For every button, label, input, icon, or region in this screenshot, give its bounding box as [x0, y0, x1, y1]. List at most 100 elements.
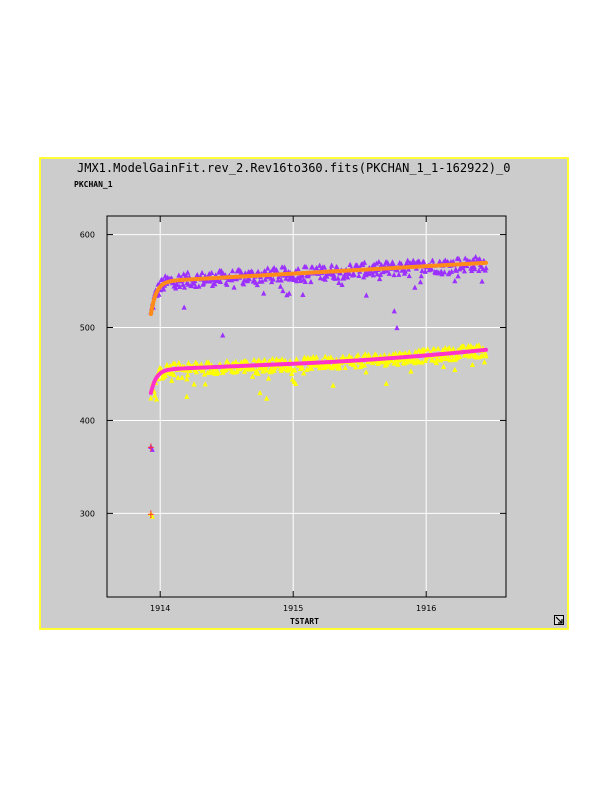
data-point	[425, 346, 431, 352]
data-point	[317, 262, 323, 268]
data-point	[452, 278, 458, 284]
data-point	[361, 259, 368, 265]
data-point	[265, 375, 272, 381]
data-point	[398, 261, 404, 267]
x-axis-label: TSTART	[290, 617, 319, 626]
data-point	[370, 272, 376, 278]
data-point	[251, 356, 257, 363]
data-point	[329, 262, 335, 268]
data-point	[250, 366, 256, 372]
data-point	[408, 368, 414, 374]
data-point	[328, 354, 334, 360]
data-point	[337, 364, 343, 371]
data-point	[301, 370, 307, 376]
data-point	[241, 281, 247, 287]
data-point	[440, 347, 446, 353]
data-point	[470, 344, 476, 350]
data-point	[153, 396, 160, 402]
data-point	[410, 257, 416, 263]
data-point	[172, 360, 178, 366]
data-point	[429, 266, 435, 272]
data-point	[299, 364, 305, 371]
data-point	[262, 276, 268, 282]
data-point	[431, 346, 437, 352]
data-point	[362, 350, 368, 357]
data-point	[201, 371, 208, 377]
data-point	[231, 284, 237, 290]
y-tick-label: 400	[80, 416, 95, 425]
data-point	[233, 358, 239, 364]
data-point	[264, 367, 270, 373]
data-point	[246, 276, 252, 282]
data-point	[193, 369, 200, 375]
data-point	[385, 359, 392, 365]
data-point	[386, 270, 392, 276]
data-point	[171, 372, 177, 378]
data-point	[309, 264, 316, 270]
data-point	[419, 359, 425, 365]
fit-line	[148, 260, 489, 317]
data-point	[304, 366, 310, 372]
data-point	[293, 356, 300, 362]
data-point	[402, 350, 408, 356]
data-point	[434, 356, 440, 362]
data-point	[450, 345, 456, 352]
data-point	[169, 377, 175, 383]
data-point	[308, 278, 314, 285]
data-point	[345, 274, 351, 280]
data-point	[351, 271, 357, 277]
data-point	[402, 268, 408, 274]
data-point	[361, 362, 368, 368]
data-point	[436, 269, 442, 276]
outlier-point	[286, 290, 292, 296]
outlier-point	[184, 393, 190, 399]
y-axis-label: PKCHAN_1	[74, 180, 113, 189]
data-point	[194, 272, 200, 278]
x-tick-label: 1916	[416, 604, 436, 613]
data-point	[173, 285, 179, 291]
data-point	[176, 272, 182, 278]
data-point	[359, 360, 365, 366]
data-point	[455, 273, 461, 279]
data-point	[469, 361, 476, 368]
data-point	[212, 280, 218, 287]
data-point	[280, 287, 286, 294]
data-point	[445, 258, 451, 264]
data-point	[441, 363, 447, 369]
outlier-point	[181, 304, 187, 310]
outlier-point	[394, 324, 400, 331]
data-point	[376, 258, 382, 265]
data-point	[396, 271, 402, 277]
data-point	[377, 271, 384, 277]
data-point	[456, 255, 462, 262]
data-point	[249, 269, 256, 275]
data-point	[313, 354, 320, 360]
outlier-point	[220, 332, 226, 338]
outlier-point	[363, 292, 369, 298]
data-point	[174, 281, 180, 288]
data-point	[483, 353, 489, 359]
data-point	[179, 374, 185, 380]
data-point	[453, 267, 460, 273]
data-point	[422, 268, 428, 274]
data-point	[288, 364, 294, 371]
data-point	[199, 269, 205, 276]
data-point	[300, 291, 306, 298]
data-point	[433, 359, 440, 366]
data-point	[279, 356, 285, 362]
data-point	[405, 257, 411, 263]
data-point	[175, 374, 181, 380]
data-point	[429, 257, 436, 263]
data-point	[331, 272, 337, 278]
data-point	[462, 255, 468, 261]
data-point	[152, 392, 158, 398]
data-point	[481, 359, 488, 365]
data-point	[266, 358, 272, 364]
data-point	[202, 381, 208, 387]
data-point	[418, 273, 424, 279]
data-point	[317, 365, 323, 371]
resize-handle-icon[interactable]	[554, 615, 564, 625]
data-point	[469, 267, 475, 274]
data-point	[476, 267, 482, 273]
data-point	[439, 271, 445, 277]
